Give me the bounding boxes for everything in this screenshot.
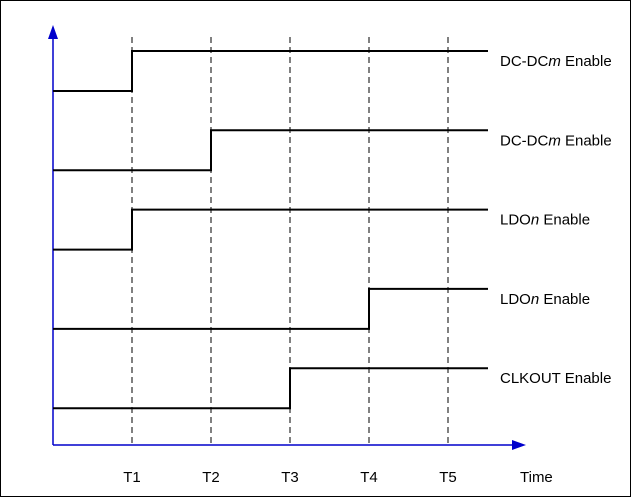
- signal-name: LDO: [500, 212, 531, 229]
- tick-label-t3: T3: [281, 469, 299, 486]
- signal-suffix: Enable: [539, 291, 590, 308]
- y-axis-arrowhead: [48, 25, 58, 39]
- signal-suffix: Enable: [561, 370, 612, 387]
- signal-label-2: DC-DCm Enable: [500, 132, 612, 149]
- signal-waveform-4: [53, 287, 488, 330]
- signal-name: LDO: [500, 291, 531, 308]
- x-axis-arrowhead: [512, 440, 526, 450]
- signal-index-letter: m: [548, 53, 561, 70]
- signal-name: DC-DC: [500, 53, 548, 70]
- signal-label-5: CLKOUT Enable: [500, 370, 611, 387]
- signal-waveforms: [53, 50, 488, 410]
- tick-label-t5: T5: [439, 469, 457, 486]
- signal-name: CLKOUT: [500, 370, 561, 387]
- signal-label-4: LDOn Enable: [500, 291, 590, 308]
- signal-index-letter: n: [531, 291, 539, 308]
- signal-waveform-1: [53, 50, 488, 92]
- signal-index-letter: m: [548, 132, 561, 149]
- signal-waveform-5: [53, 367, 488, 410]
- tick-label-t2: T2: [202, 469, 220, 486]
- x-axis-label: Time: [520, 469, 553, 486]
- signal-index-letter: n: [531, 212, 539, 229]
- signal-name: DC-DC: [500, 132, 548, 149]
- signal-suffix: Enable: [539, 212, 590, 229]
- signal-label-1: DC-DCm Enable: [500, 53, 612, 70]
- signal-label-3: LDOn Enable: [500, 212, 590, 229]
- time-tick-labels: T1 T2 T3 T4 T5: [123, 469, 457, 486]
- axes: [48, 25, 526, 450]
- tick-label-t4: T4: [360, 469, 378, 486]
- tick-label-t1: T1: [123, 469, 141, 486]
- signal-suffix: Enable: [561, 132, 612, 149]
- signal-suffix: Enable: [561, 53, 612, 70]
- signal-waveform-3: [53, 208, 488, 251]
- signal-waveform-2: [53, 129, 488, 172]
